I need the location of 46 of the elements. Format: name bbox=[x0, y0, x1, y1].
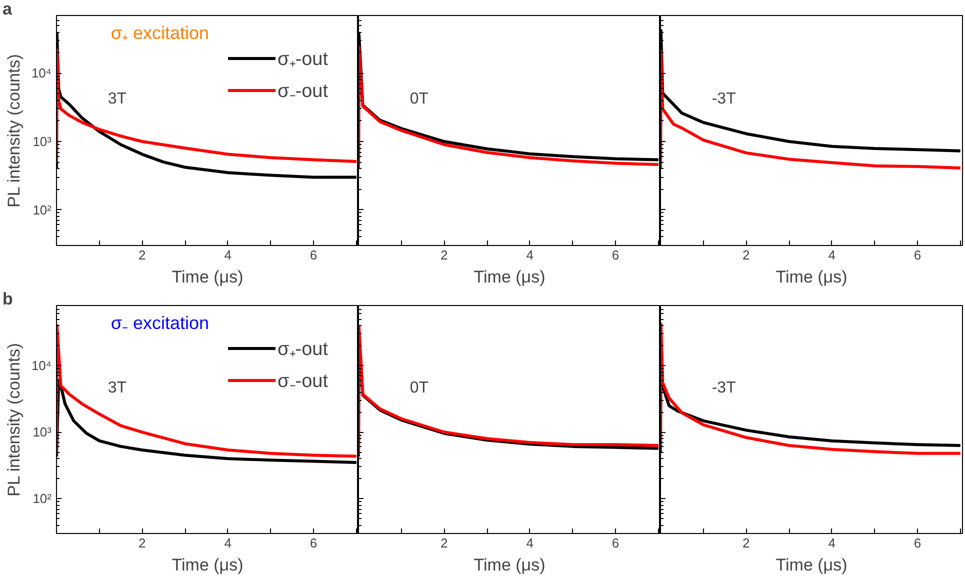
chart-subtitle: σ₋ excitation bbox=[110, 312, 210, 333]
x-axis-title: Time (μs) bbox=[474, 268, 546, 286]
legend-label: σ₊-out bbox=[278, 48, 328, 71]
x-axis-title: Time (μs) bbox=[474, 556, 546, 574]
x-tick-label: 6 bbox=[612, 248, 620, 262]
x-tick-label: 6 bbox=[310, 536, 318, 550]
annotation: 0T bbox=[410, 90, 429, 108]
x-tick-label: 6 bbox=[914, 248, 922, 262]
x-tick-label: 4 bbox=[224, 536, 232, 550]
y-axis-title: PL intensity (counts) bbox=[4, 54, 24, 208]
y-tick-label: 10² bbox=[32, 491, 52, 506]
annotation: -3T bbox=[712, 90, 736, 108]
x-tick-label: 2 bbox=[138, 536, 146, 550]
x-tick-label: 6 bbox=[612, 536, 620, 550]
x-tick-label: 6 bbox=[310, 248, 318, 262]
annotation: 3T bbox=[108, 380, 127, 397]
x-tick-label: 4 bbox=[526, 536, 534, 550]
x-tick-label: 4 bbox=[828, 536, 836, 550]
x-axis-title: Time (μs) bbox=[776, 268, 848, 286]
x-tick-label: 2 bbox=[742, 536, 750, 550]
x-tick-label: 2 bbox=[742, 248, 750, 262]
x-axis-title: Time (μs) bbox=[172, 268, 244, 286]
x-tick-label: 4 bbox=[526, 248, 534, 262]
legend-label: σ₊-out bbox=[278, 338, 328, 361]
y-axis-title: PL intensity (counts) bbox=[4, 343, 24, 497]
y-tick-label: 10⁴ bbox=[31, 358, 52, 374]
x-tick-label: 2 bbox=[440, 248, 448, 262]
y-tick-label: 10² bbox=[32, 202, 52, 218]
y-tick-label: 10³ bbox=[32, 134, 52, 149]
x-axis-title: Time (μs) bbox=[776, 556, 848, 574]
chart-title: a bbox=[2, 0, 12, 18]
annotation: 3T bbox=[108, 90, 127, 108]
legend-label: σ₋-out bbox=[278, 370, 328, 393]
y-tick-label: 10³ bbox=[32, 424, 52, 440]
annotation: 0T bbox=[410, 380, 429, 397]
x-tick-label: 2 bbox=[440, 536, 448, 550]
x-tick-label: 2 bbox=[138, 248, 146, 262]
annotation: -3T bbox=[712, 380, 736, 397]
x-tick-label: 6 bbox=[914, 536, 922, 550]
chart-title: b bbox=[2, 290, 13, 308]
x-axis-title: Time (μs) bbox=[172, 556, 244, 574]
x-tick-label: 4 bbox=[828, 248, 836, 262]
legend-label: σ₋-out bbox=[278, 80, 328, 103]
chart-subtitle: σ₊ excitation bbox=[110, 23, 210, 44]
x-tick-label: 4 bbox=[224, 248, 232, 262]
y-tick-label: 10⁴ bbox=[31, 66, 52, 81]
